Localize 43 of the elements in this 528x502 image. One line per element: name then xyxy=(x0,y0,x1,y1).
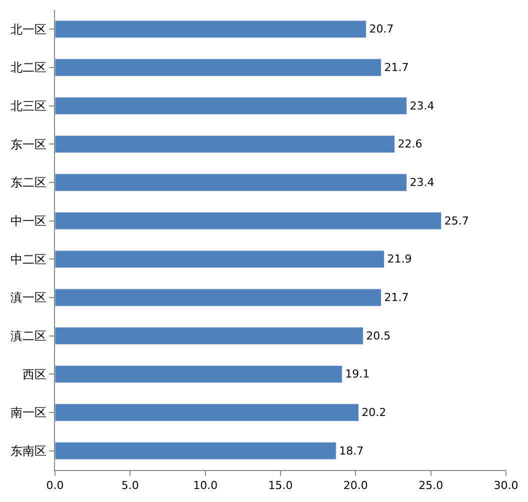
y-tick-label: 西区 xyxy=(22,367,47,382)
data-label: 21.7 xyxy=(384,291,409,304)
data-label: 22.6 xyxy=(398,138,422,151)
x-tick-label: 5.0 xyxy=(121,479,139,492)
data-label: 25.7 xyxy=(444,214,469,228)
y-tick-label: 南一区 xyxy=(10,406,47,420)
bar xyxy=(55,212,442,230)
bar xyxy=(55,442,336,460)
y-tick-label: 滇二区 xyxy=(10,329,47,344)
bar xyxy=(55,365,342,384)
x-tick-label: 10.0 xyxy=(193,479,218,492)
y-tick-label: 东二区 xyxy=(10,176,47,190)
bar xyxy=(55,96,408,115)
data-label: 20.5 xyxy=(366,329,391,342)
bar xyxy=(55,174,408,192)
x-tick-label: 25.0 xyxy=(418,479,444,492)
data-label: 23.4 xyxy=(410,99,434,112)
bar xyxy=(55,404,359,422)
bar xyxy=(55,58,382,76)
data-label: 20.7 xyxy=(369,22,394,36)
data-label: 20.2 xyxy=(362,406,386,420)
y-tick-label: 东一区 xyxy=(10,137,47,152)
bar xyxy=(55,20,366,38)
x-tick-label: 20.0 xyxy=(343,479,368,492)
y-tick-label: 中一区 xyxy=(10,214,47,228)
y-tick-label: 北一区 xyxy=(10,22,47,36)
data-label: 19.1 xyxy=(345,368,370,381)
y-tick-label: 北二区 xyxy=(10,60,47,75)
data-label: 23.4 xyxy=(410,176,434,190)
y-tick-label: 滇一区 xyxy=(10,290,47,305)
bar xyxy=(55,288,382,306)
bar xyxy=(55,326,364,345)
data-label: 21.9 xyxy=(387,252,412,266)
bar xyxy=(55,135,395,154)
y-tick-label: 中二区 xyxy=(10,252,47,266)
bar xyxy=(55,250,384,268)
x-tick-label: 30.0 xyxy=(494,479,518,492)
y-tick-label: 北三区 xyxy=(10,99,47,114)
x-tick-label: 15.0 xyxy=(268,479,293,492)
data-label: 18.7 xyxy=(339,444,364,458)
data-label: 21.7 xyxy=(384,61,409,74)
x-tick-label: 0.0 xyxy=(46,479,64,492)
y-tick-label: 东南区 xyxy=(10,444,47,458)
